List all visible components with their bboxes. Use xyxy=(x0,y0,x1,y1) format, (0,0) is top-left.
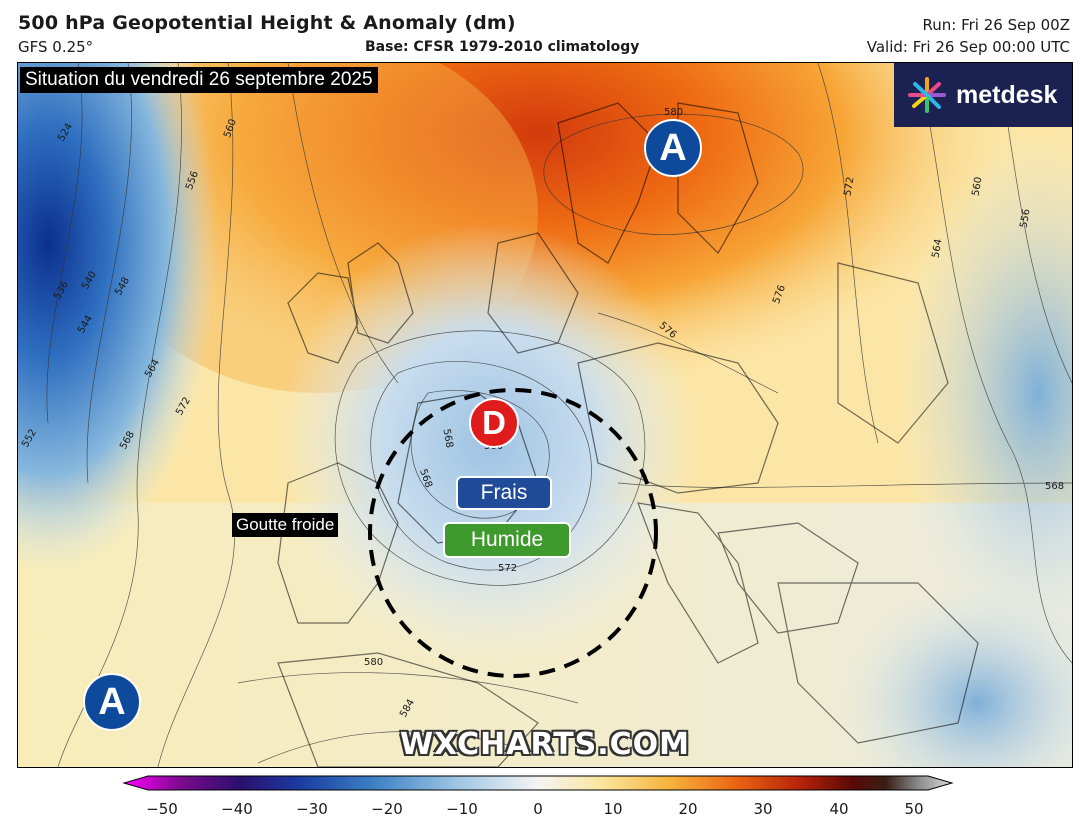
cutoff-low-label: Goutte froide xyxy=(232,513,339,537)
metdesk-logo: metdesk xyxy=(894,63,1072,127)
colorbar-tick: −10 xyxy=(446,800,478,818)
high-pressure-marker-north: A xyxy=(644,119,702,177)
metdesk-burst-icon xyxy=(908,77,946,113)
anomaly-field xyxy=(18,63,1072,767)
metdesk-wordmark: metdesk xyxy=(956,80,1058,109)
low-pressure-marker: D xyxy=(469,398,519,448)
colorbar-tick: 0 xyxy=(533,800,543,818)
humide-tag: Humide xyxy=(443,522,571,558)
climatology-base: Base: CFSR 1979-2010 climatology xyxy=(365,39,640,55)
weather-map: 524 536 540 544 548 552 556 560 564 568 … xyxy=(17,62,1073,768)
valid-time: Valid: Fri 26 Sep 00:00 UTC xyxy=(866,38,1070,56)
frais-tag: Frais xyxy=(456,476,552,510)
colorbar-tick: 40 xyxy=(829,800,849,818)
colorbar-tick: 20 xyxy=(678,800,698,818)
run-time: Run: Fri 26 Sep 00Z xyxy=(922,16,1070,34)
chart-title: 500 hPa Geopotential Height & Anomaly (d… xyxy=(18,12,516,34)
colorbar-tick: −50 xyxy=(146,800,178,818)
model-label: GFS 0.25° xyxy=(18,38,94,56)
colorbar-tick: 10 xyxy=(603,800,623,818)
wxcharts-watermark: WXCHARTS.COM xyxy=(399,727,691,762)
contour-label: 580 xyxy=(364,657,384,668)
contour-label: 580 xyxy=(664,107,684,118)
colorbar-tick: −20 xyxy=(371,800,403,818)
contour-label: 572 xyxy=(498,563,518,574)
colorbar-tick: 50 xyxy=(904,800,924,818)
colorbar-tick: 30 xyxy=(753,800,773,818)
colorbar-tick: −30 xyxy=(296,800,328,818)
anomaly-colorbar xyxy=(122,775,954,791)
colorbar-tick: −40 xyxy=(221,800,253,818)
high-pressure-marker-southwest: A xyxy=(83,673,141,731)
situation-banner: Situation du vendredi 26 septembre 2025 xyxy=(20,67,378,93)
contour-label: 568 xyxy=(1045,481,1065,492)
